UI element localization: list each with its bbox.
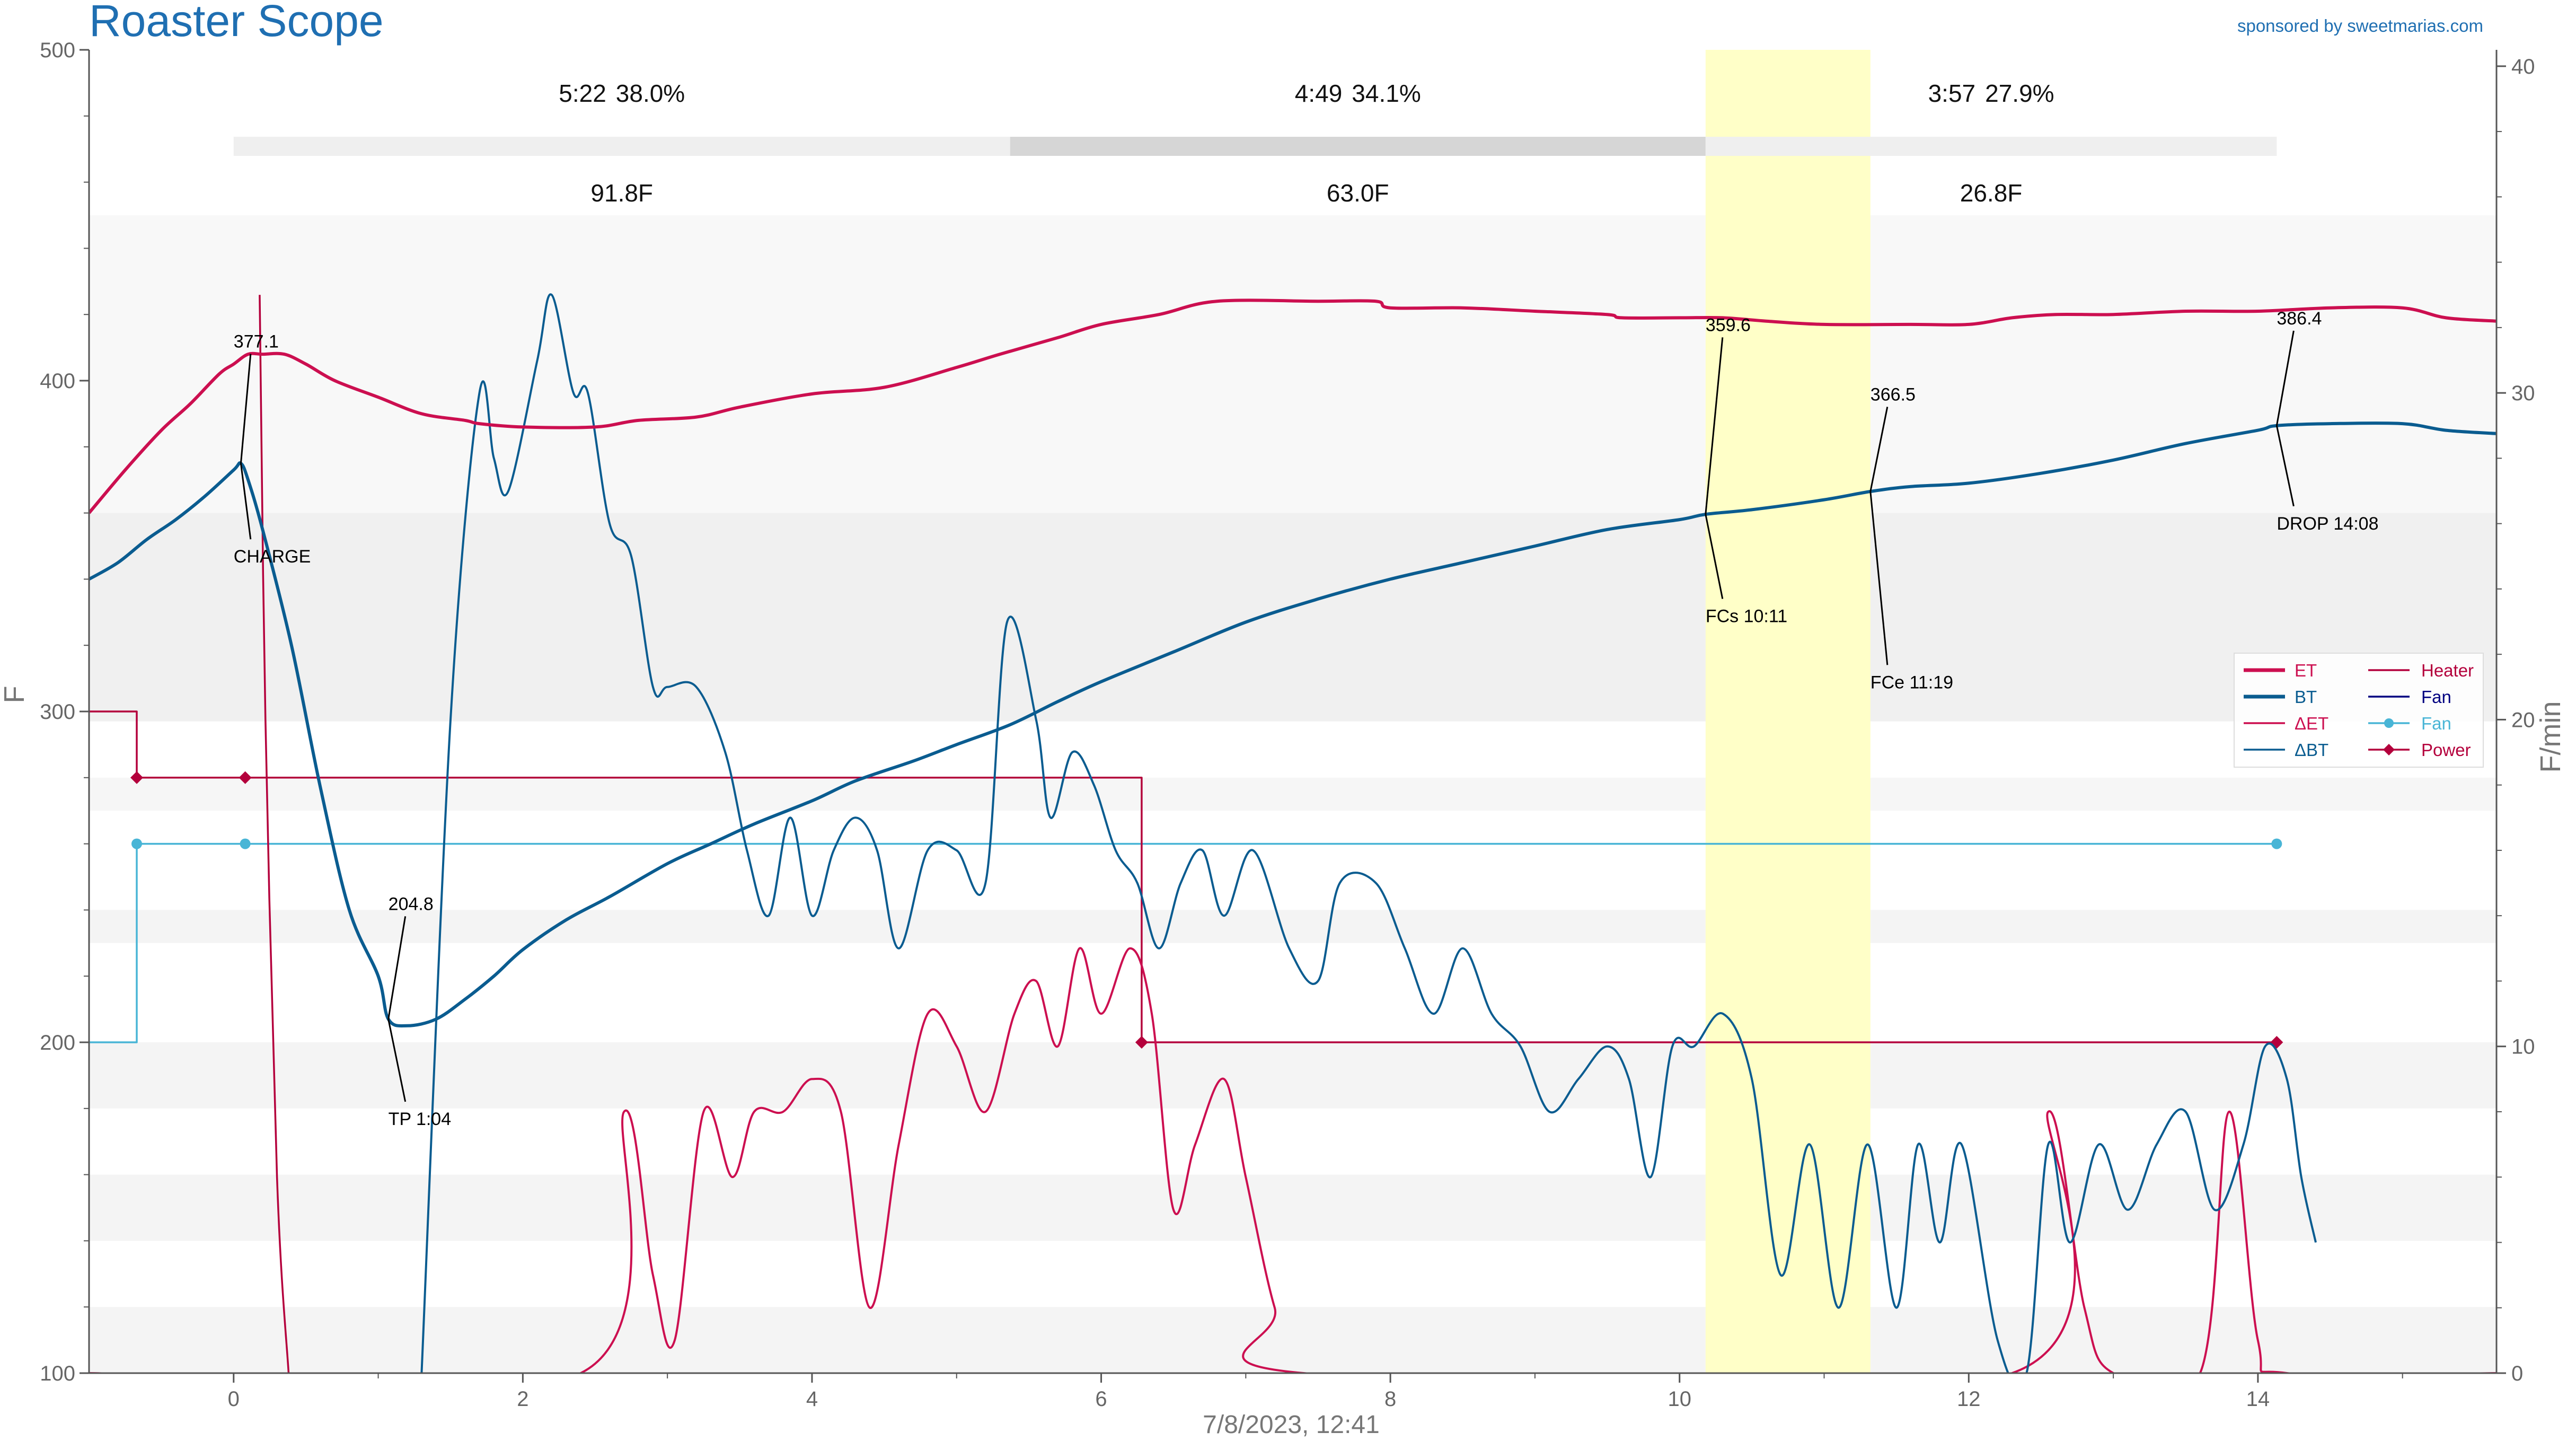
legend-box	[2234, 653, 2484, 768]
y2-tick-label: 10	[2511, 1035, 2535, 1059]
annotation-label: 359.6	[1706, 315, 1751, 335]
power-marker	[1135, 1036, 1148, 1049]
series-heater-line	[259, 295, 290, 1373]
annotation-leader	[387, 1019, 407, 1102]
x-tick-label: 4	[806, 1387, 818, 1411]
annotation-label: CHARGE	[234, 547, 311, 567]
annotation-leader	[2275, 330, 2295, 426]
fan-marker	[131, 838, 143, 849]
legend-marker-power	[2383, 744, 2395, 755]
background-band	[89, 513, 2496, 722]
phase-time: 3:57	[1928, 80, 1976, 107]
fan-marker	[2271, 838, 2282, 849]
sponsor-link[interactable]: sponsored by sweetmarias.com	[2237, 16, 2483, 36]
y-tick-label: 500	[40, 39, 75, 62]
phase-percent: 38.0%	[616, 80, 685, 107]
x-tick-label: 14	[2246, 1387, 2270, 1411]
x-tick-label: 0	[228, 1387, 240, 1411]
annotation-label: 377.1	[234, 332, 279, 352]
phase-time: 5:22	[559, 80, 606, 107]
phase-percent: 27.9%	[1985, 80, 2054, 107]
legend-label-delta_bt: ΔBT	[2295, 740, 2328, 760]
x-tick-label: 12	[1957, 1387, 1981, 1411]
legend-label-et: ET	[2295, 661, 2317, 680]
phase-segment	[1705, 137, 2277, 156]
legend-label-fan_series: Fan	[2421, 714, 2451, 733]
legend-marker-fan	[2384, 718, 2394, 728]
background-band	[89, 1042, 2496, 1109]
annotation-label: FCe 11:19	[1871, 672, 1953, 692]
background-band	[89, 1307, 2496, 1373]
x-tick-label: 2	[517, 1387, 528, 1411]
x-tick-label: 6	[1095, 1387, 1107, 1411]
legend-label-heater: Heater	[2421, 661, 2474, 680]
background-bands	[89, 50, 2496, 1373]
annotations: 377.1 CHARGE 204.8 TP 1:04 359.6 FCs 10:11 366…	[234, 309, 2379, 1129]
annotation-leader	[240, 354, 252, 464]
y-tick-label: 400	[40, 370, 75, 393]
series-et-line	[89, 298, 2496, 514]
annotation-label: 366.5	[1871, 384, 1916, 405]
series-bt-line	[89, 421, 2496, 1028]
annotation-leader	[240, 463, 252, 540]
y2-tick-label: 0	[2511, 1362, 2523, 1385]
annotation-leader	[2275, 425, 2295, 507]
series-layer	[89, 293, 2496, 1373]
phase-time: 4:49	[1295, 80, 1343, 107]
legend-label-bt: BT	[2295, 687, 2317, 707]
legend-label-delta_et: ΔET	[2295, 714, 2328, 733]
annotation-leader	[1869, 407, 1889, 492]
first-crack-band	[1705, 50, 1871, 1373]
annotation-label: TP 1:04	[389, 1109, 451, 1129]
phase-time-percent: 5:22 38.0%	[559, 80, 685, 107]
annotation-leader	[1869, 491, 1889, 665]
annotation-label: 386.4	[2277, 309, 2322, 329]
phase-delta: 63.0F	[1327, 179, 1389, 207]
phase-time-percent: 4:49 34.1%	[1295, 80, 1421, 107]
annotation-leader	[387, 916, 407, 1020]
y2-tick-label: 20	[2511, 708, 2535, 732]
series-power-line	[89, 710, 2277, 1043]
annotation-label: FCs 10:11	[1706, 607, 1787, 627]
legend-label-power: Power	[2421, 740, 2471, 760]
background-band	[89, 1174, 2496, 1241]
legend: ET BT ΔET ΔBT Heater Fan Fan Power	[2234, 653, 2484, 768]
phase-bar: 5:22 38.0% 91.8F 4:49 34.1% 63.0F 3:57 27.9% 26.…	[233, 80, 2277, 207]
fan-marker	[240, 838, 251, 849]
annotation-label: 204.8	[389, 894, 434, 914]
phase-delta: 91.8F	[590, 179, 653, 207]
y2-tick-label: 30	[2511, 382, 2535, 405]
axes: 0 2 4 6 8 10 12 14 100 200 300 400 500 0 10 20 30 40	[40, 39, 2535, 1411]
power-marker	[239, 771, 252, 784]
y-tick-label: 300	[40, 700, 75, 724]
annotation-leader	[1705, 337, 1724, 515]
series-delta_bt-line	[420, 293, 2317, 1373]
series-delta_et-line	[89, 947, 2496, 1373]
phase-time-percent: 3:57 27.9%	[1928, 80, 2054, 107]
power-marker	[130, 771, 144, 784]
y2-tick-label: 40	[2511, 55, 2535, 78]
phase-delta: 26.8F	[1960, 179, 2023, 207]
y-axis-label: F	[0, 686, 30, 704]
background-band	[89, 777, 2496, 811]
phase-segment	[1010, 137, 1706, 156]
x-tick-label: 8	[1384, 1387, 1396, 1411]
annotation-leader	[1705, 514, 1724, 599]
chart-title: Roaster Scope	[89, 0, 384, 46]
phase-percent: 34.1%	[1352, 80, 1421, 107]
y-tick-label: 100	[40, 1362, 75, 1385]
y-tick-label: 200	[40, 1031, 75, 1054]
phase-segment	[233, 137, 1010, 156]
y2-axis-label: F/min	[2535, 701, 2566, 773]
x-axis-label: 7/8/2023, 12:41	[1203, 1411, 1380, 1439]
annotation-label: DROP 14:08	[2277, 514, 2378, 534]
background-band	[89, 215, 2496, 513]
legend-label-fan: Fan	[2421, 687, 2451, 707]
x-tick-label: 10	[1668, 1387, 1691, 1411]
background-band	[89, 910, 2496, 943]
series-fan_series-line	[89, 842, 2277, 1043]
